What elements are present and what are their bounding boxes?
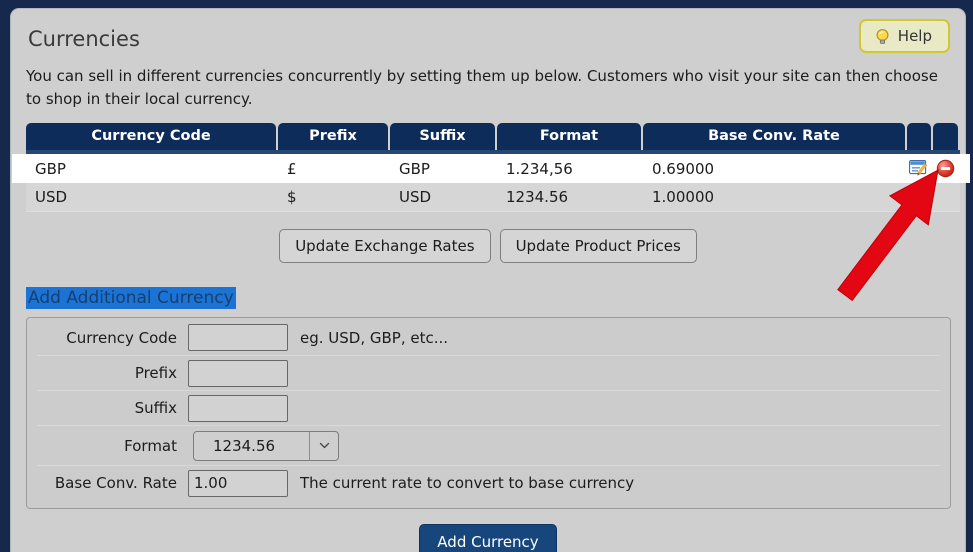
header-prefix: Prefix xyxy=(278,123,388,150)
lightbulb-icon xyxy=(876,28,889,44)
cell-prefix: £ xyxy=(287,159,297,178)
suffix-label: Suffix xyxy=(134,399,177,417)
cell-rate: 1.00000 xyxy=(652,188,715,206)
currency-code-label: Currency Code xyxy=(66,328,177,347)
add-currency-heading-selected-text: Add Additional Currency xyxy=(26,287,236,309)
prefix-input[interactable] xyxy=(188,359,288,387)
currency-code-input[interactable] xyxy=(188,324,288,351)
base-conv-rate-hint: The current rate to convert to base curr… xyxy=(300,474,635,492)
page-description: You can sell in different currencies con… xyxy=(26,67,938,108)
delete-icon xyxy=(936,159,955,178)
edit-usd-button[interactable] xyxy=(907,188,931,206)
delete-gbp-button[interactable] xyxy=(933,159,958,178)
form-row-base-conv-rate: Base Conv. Rate The current rate to conv… xyxy=(37,465,940,500)
add-currency-button[interactable]: Add Currency xyxy=(419,524,557,552)
chevron-down-icon xyxy=(309,431,338,460)
add-currency-heading: Add Additional Currency xyxy=(26,287,950,309)
format-select-value: 1234.56 xyxy=(213,436,276,455)
format-label: Format xyxy=(124,436,177,455)
table-header-row: Currency Code Prefix Suffix Format Base … xyxy=(26,123,960,154)
form-row-suffix: Suffix xyxy=(37,390,940,425)
table-row-gbp: GBP £ GBP 1.234,56 0.69000 xyxy=(26,154,960,183)
header-base-conv-rate: Base Conv. Rate xyxy=(643,123,905,150)
table-row-usd: USD $ USD 1234.56 1.00000 xyxy=(26,183,960,212)
add-currency-form: Currency Code eg. USD, GBP, etc... Prefi… xyxy=(26,317,951,509)
edit-icon xyxy=(909,188,927,205)
header-edit-column xyxy=(907,123,931,150)
edit-gbp-button[interactable] xyxy=(907,160,931,177)
form-row-prefix: Prefix xyxy=(37,355,940,390)
cell-suffix: GBP xyxy=(399,159,430,178)
edit-icon xyxy=(909,160,927,176)
header-currency-code: Currency Code xyxy=(26,123,276,150)
currency-code-hint: eg. USD, GBP, etc... xyxy=(300,328,449,347)
base-conv-rate-label: Base Conv. Rate xyxy=(54,474,177,492)
form-row-currency-code: Currency Code eg. USD, GBP, etc... xyxy=(37,320,940,355)
suffix-input[interactable] xyxy=(188,394,288,422)
table-actions: Update Exchange Rates Update Product Pri… xyxy=(26,229,950,263)
header-format: Format xyxy=(497,123,641,150)
cell-currency-code: USD xyxy=(35,188,68,206)
page-header: Currencies Help xyxy=(26,19,950,53)
header-suffix: Suffix xyxy=(390,123,495,150)
cell-currency-code: GBP xyxy=(35,159,66,178)
base-conv-rate-input[interactable] xyxy=(188,469,288,497)
submit-row: Add Currency xyxy=(26,524,950,552)
page-title: Currencies xyxy=(28,27,140,51)
form-row-format: Format 1234.56 xyxy=(37,425,940,465)
cell-rate: 0.69000 xyxy=(652,159,715,178)
update-exchange-rates-button[interactable]: Update Exchange Rates xyxy=(279,229,491,263)
cell-format: 1234.56 xyxy=(506,188,569,206)
header-delete-column xyxy=(933,123,958,150)
format-select[interactable]: 1234.56 xyxy=(193,430,339,461)
prefix-label: Prefix xyxy=(134,364,177,382)
cell-suffix: USD xyxy=(399,188,432,206)
currencies-table: Currency Code Prefix Suffix Format Base … xyxy=(26,123,960,212)
currencies-panel: Currencies Help You can sell in differen… xyxy=(10,8,966,552)
help-button-label: Help xyxy=(897,27,932,45)
cell-prefix: $ xyxy=(287,188,297,206)
update-product-prices-button[interactable]: Update Product Prices xyxy=(499,229,697,263)
help-button[interactable]: Help xyxy=(858,19,950,53)
cell-format: 1.234,56 xyxy=(506,159,573,178)
